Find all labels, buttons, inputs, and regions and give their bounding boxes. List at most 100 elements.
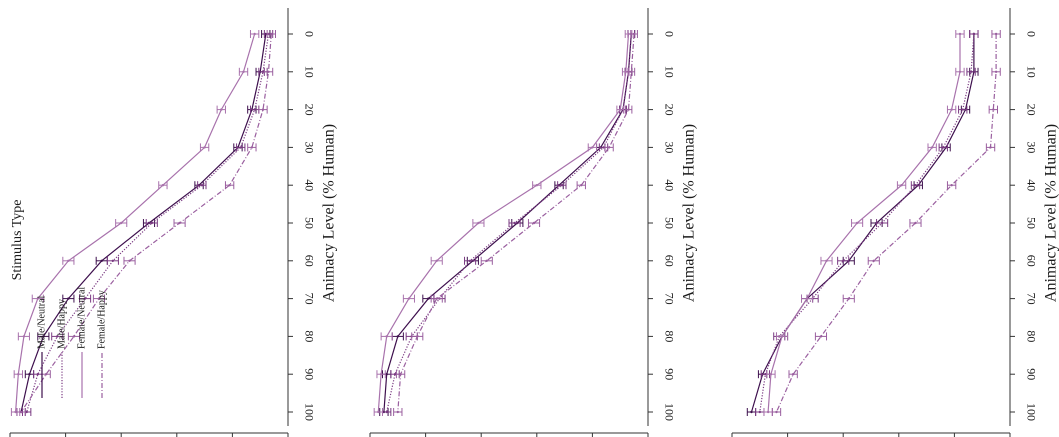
legend-label: Female/Neutral [76,287,87,349]
data-point [14,410,17,414]
data-point [385,410,388,414]
data-point [67,259,70,262]
series-line-female-happy [397,33,635,413]
data-point [150,221,153,225]
series-line-female-neutral [767,34,961,413]
data-point [764,373,767,376]
data-point [427,297,430,300]
chart-panel-1: 0 10 20 30 40 50 60 70 80 90 100 Animacy Level (% H… [9,8,338,437]
data-point [44,373,48,376]
data-point [19,410,23,414]
data-point [261,108,265,111]
data-point [758,410,761,414]
data-point [532,221,536,225]
category-tick-label: 20 [662,104,676,116]
category-tick-label: 40 [662,179,676,191]
data-point [178,221,181,225]
category-tick-label: 70 [302,293,316,305]
data-point [914,221,917,225]
data-point [239,146,242,149]
data-point [396,410,399,414]
category-tick-label: 10 [662,66,676,78]
category-tick-label: 20 [1024,104,1038,116]
data-point [200,184,204,187]
data-point [914,184,917,187]
data-point [28,373,31,376]
category-tick-label: 60 [302,255,316,267]
category-tick-label: 100 [662,403,676,421]
data-point [872,259,875,262]
category-tick-label: 80 [302,330,316,342]
category-tick-label: 90 [1024,368,1038,380]
data-point [950,184,953,187]
data-point [750,410,753,414]
category-tick-label: 70 [662,293,676,305]
data-point [407,297,411,300]
data-point [627,32,630,36]
chart-panel-2: 0 10 20 30 40 50 60 70 80 90 100 Animacy Level (% H… [369,8,698,437]
category-tick-label: 50 [302,217,316,229]
data-point [847,297,850,300]
category-tick-label: 30 [662,141,676,153]
data-point [632,32,636,36]
data-point [825,259,828,262]
category-tick-label: 40 [1024,179,1038,191]
series-line-female-neutral [15,33,256,413]
data-point [67,297,70,300]
x-axis-title: Animacy Level (% Human) [321,124,338,302]
category-tick-label: 0 [662,31,676,37]
data-point [72,335,76,338]
category-tick-label: 30 [1024,141,1038,153]
data-point [805,297,809,300]
data-point [969,70,973,74]
data-point [379,373,383,376]
data-point [253,108,256,111]
legend-label: Female/Happy [96,290,107,349]
data-point [242,70,245,74]
category-tick-label: 60 [662,255,676,267]
legend-entry: Female/Neutral [76,287,87,398]
data-point [128,259,131,262]
data-point [627,108,630,111]
category-tick-label: 10 [1024,66,1038,78]
data-point [766,410,770,414]
category-tick-label: 100 [1024,403,1038,421]
data-point [630,70,633,74]
category-tick-label: 20 [302,104,316,116]
data-point [25,410,28,414]
data-point [261,70,265,74]
data-point [377,410,380,414]
data-point [270,32,273,36]
data-point [580,184,583,187]
data-point [780,335,784,338]
legend-label: Male/Happy [56,299,67,349]
data-point [989,146,992,149]
data-point [477,221,480,225]
category-tick-label: 60 [1024,255,1038,267]
data-point [950,108,953,111]
data-point [942,146,945,149]
legend-entry: Male/Neutral [36,295,47,398]
legend: Stimulus Type Male/Neutral Male/Happy Femal… [10,200,107,398]
data-point [393,373,397,376]
legend-title: Stimulus Type [10,200,25,281]
series-line-female-neutral [377,33,630,413]
data-point [994,70,998,74]
data-point [972,32,976,36]
data-point [994,32,998,36]
data-point [958,32,962,36]
data-point [267,70,270,74]
data-point [485,259,488,262]
category-tick-label: 0 [1024,31,1038,37]
data-point [83,297,87,300]
data-point [607,146,611,149]
category-tick-label: 90 [662,368,676,380]
legend-label: Male/Neutral [36,295,47,349]
data-point [111,259,115,262]
data-point [97,297,101,300]
category-tick-label: 40 [302,179,316,191]
data-point [842,259,845,262]
category-tick-label: 0 [302,31,316,37]
data-point [958,70,962,74]
